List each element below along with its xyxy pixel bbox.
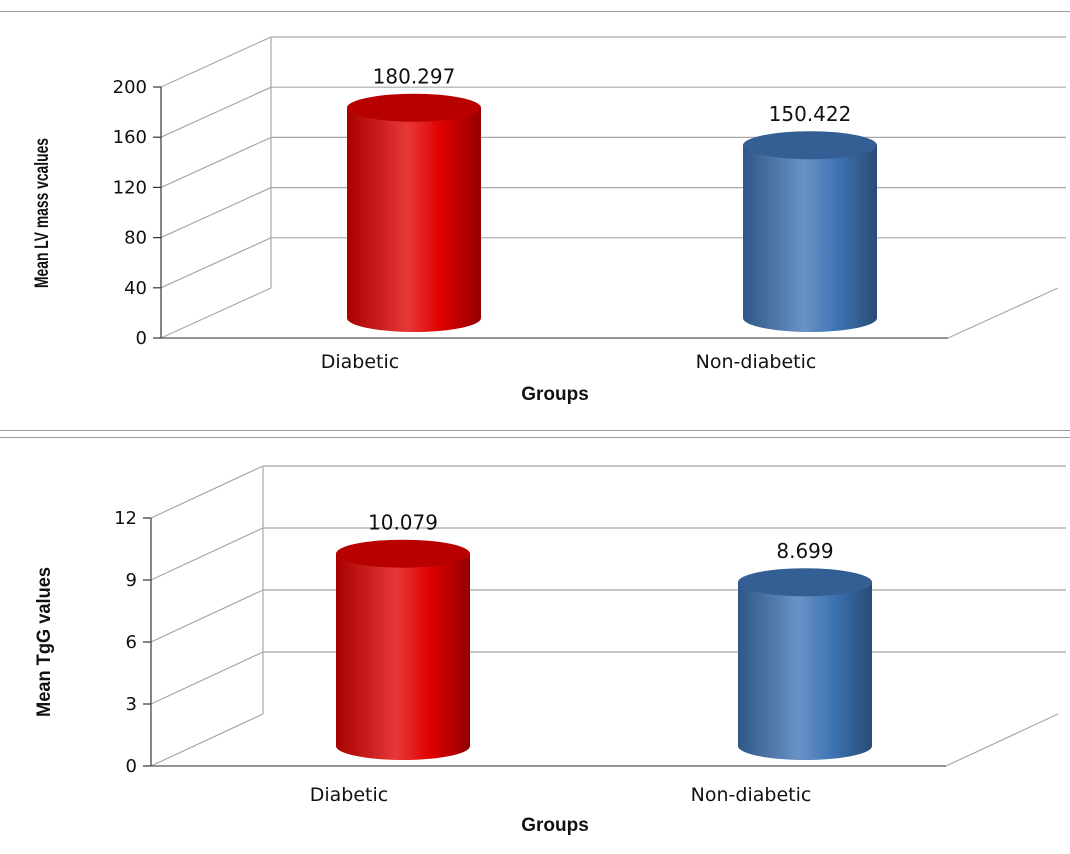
divider-rule-upper [0,430,1070,431]
gridline-side [160,136,272,188]
y-tick-label: 160 [113,127,147,148]
y-tick-label: 40 [124,278,147,299]
y-tick-label: 120 [113,177,147,198]
y-tick-label: 80 [124,228,147,249]
y-tick-label: 0 [136,328,147,349]
y-tick-label: 200 [113,77,147,98]
gridline-side [150,589,264,643]
bar-non-diabetic-body [743,145,877,332]
gridline-side [160,86,272,138]
gridline-side [150,713,264,767]
bar-non-diabetic-top [738,568,872,597]
gridline-side [160,187,272,239]
top-rule [0,11,1070,12]
bar-non-diabetic-body [738,582,872,760]
gridline-side [150,651,264,705]
y-axis-title: Mean TgG values [34,567,55,717]
floor-edge [947,287,1059,339]
x-axis-title: Groups [521,815,589,836]
tgg-chart: 0 3 6 9 12 10.079 Diabetic 8.699 Non-diabetic Gro… [34,465,1066,836]
x-axis-title: Groups [521,384,589,405]
x-category-label: Diabetic [310,784,388,806]
y-axis-title: Mean LV mass vcalues [32,138,53,288]
y-tick-label: 9 [126,570,137,591]
data-label: 8.699 [776,539,833,563]
data-label: 150.422 [769,102,852,126]
data-label: 180.297 [373,65,456,89]
x-category-label: Non-diabetic [691,784,812,806]
bar-diabetic-body [347,107,481,332]
y-tick-label: 3 [126,694,137,715]
bar-non-diabetic-top [743,131,877,160]
x-category-label: Non-diabetic [696,351,817,373]
bar-diabetic-body [336,553,470,760]
bar-diabetic-top [336,539,470,568]
bar-diabetic-top [347,93,481,122]
divider-rule-lower [0,437,1070,438]
gridline-side [160,36,272,88]
x-category-label: Diabetic [321,351,399,373]
data-label: 10.079 [368,511,438,535]
lv-mass-chart: 0 40 80 120 160 200 180.297 Diabetic 150.422 Non-… [32,36,1066,405]
y-tick-label: 12 [114,508,137,529]
gridline-side [150,527,264,581]
y-tick-label: 6 [126,632,137,653]
lv-mass-chart-panel: 0 40 80 120 160 200 180.297 Diabetic 150.422 Non-… [0,0,1070,424]
tgg-chart-panel: 0 3 6 9 12 10.079 Diabetic 8.699 Non-diabetic Gro… [0,424,1070,854]
y-tick-label: 0 [126,756,137,777]
gridline-side [150,465,264,519]
gridline-side [160,287,272,339]
gridline-side [160,237,272,289]
floor-edge [945,713,1059,767]
